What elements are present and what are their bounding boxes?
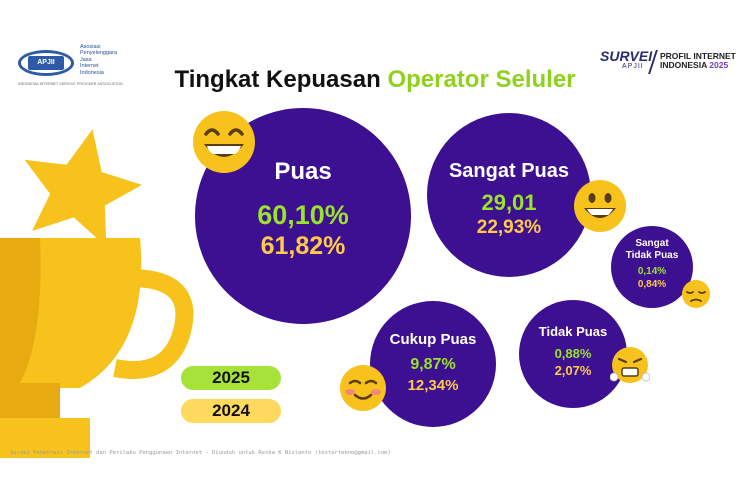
bubble-label-line2: Tidak Puas [625, 250, 679, 261]
profile-line2: INDONESIA 2025 [660, 60, 729, 70]
bubble-cukup-puas: Cukup Puas 9,87% 12,34% [370, 301, 496, 427]
bubble-sangat-puas: Sangat Puas 29,01 22,93% [427, 113, 591, 277]
apjii-logo: APJII Asosiasi Penyelenggara Jasa Intern… [18, 44, 138, 88]
profile-line1: PROFIL INTERNET [660, 51, 736, 61]
bubble-label: Cukup Puas [389, 331, 477, 348]
logo-line: Internet [80, 63, 99, 70]
legend-2025: 2025 [181, 366, 281, 390]
logo-oval [18, 50, 74, 76]
bubble-label-line1: Sangat [635, 238, 669, 249]
bubble-label: Sangat Puas [448, 160, 570, 182]
bubble-label: Tidak Puas [538, 324, 608, 339]
steaming-face-icon [610, 347, 650, 383]
bubble-value-2024: 2,07% [554, 363, 592, 378]
blushing-face-icon [340, 365, 386, 411]
survey-word: SURVEI [600, 48, 653, 64]
title-main: Tingkat Kepuasan [174, 66, 381, 93]
bubble-value-2025: 0,88% [554, 346, 592, 361]
trophy-icon [0, 129, 194, 458]
bubble-value-2024: 0,84% [637, 279, 667, 290]
bubble-value-2025: 60,10% [257, 200, 349, 230]
survey-org: APJII [622, 63, 644, 70]
title-accent: Operator Seluler [387, 66, 576, 93]
bubble-value-2025: 0,14% [637, 266, 667, 277]
logo-text: Asosiasi Penyelenggara Jasa Internet Ind… [80, 44, 140, 76]
profile-title: PROFIL INTERNET INDONESIA 2025 [660, 52, 736, 70]
bubble-value-2025: 29,01 [481, 190, 537, 215]
survey-badge: SURVEI APJII PROFIL INTERNET INDONESIA 2… [600, 48, 740, 78]
bubble-label: Puas [274, 158, 332, 185]
smiling-face-icon [574, 180, 626, 232]
grinning-face-icon [193, 111, 255, 173]
bubble-tidak-puas: Tidak Puas 0,88% 2,07% [519, 300, 627, 408]
page-title: Tingkat Kepuasan Operator Seluler [0, 66, 750, 94]
logo-subtitle: INDONESIA INTERNET SERVICE PROVIDER ASSO… [18, 82, 123, 86]
bubble-puas: Puas 60,10% 61,82% [195, 108, 411, 324]
logo-line: Penyelenggara [80, 50, 118, 57]
bubble-value-2024: 61,82% [260, 232, 346, 260]
bubble-sangat-tidak-puas: Sangat Tidak Puas 0,14% 0,84% [611, 226, 693, 308]
logo-badge: APJII [28, 56, 64, 70]
logo-line: Jasa [80, 56, 92, 63]
pensive-face-icon [682, 280, 710, 308]
bubble-value-2024: 12,34% [407, 377, 459, 394]
footer-note: Survei Penetrasi Internet dan Perilaku P… [10, 450, 391, 456]
bubble-value-2025: 9,87% [410, 356, 456, 373]
bubble-value-2024: 22,93% [476, 217, 542, 238]
logo-line: Indonesia [80, 69, 104, 76]
legend-2024: 2024 [181, 399, 281, 423]
logo-line: Asosiasi [80, 44, 101, 50]
profile-year: 2025 [709, 60, 729, 70]
